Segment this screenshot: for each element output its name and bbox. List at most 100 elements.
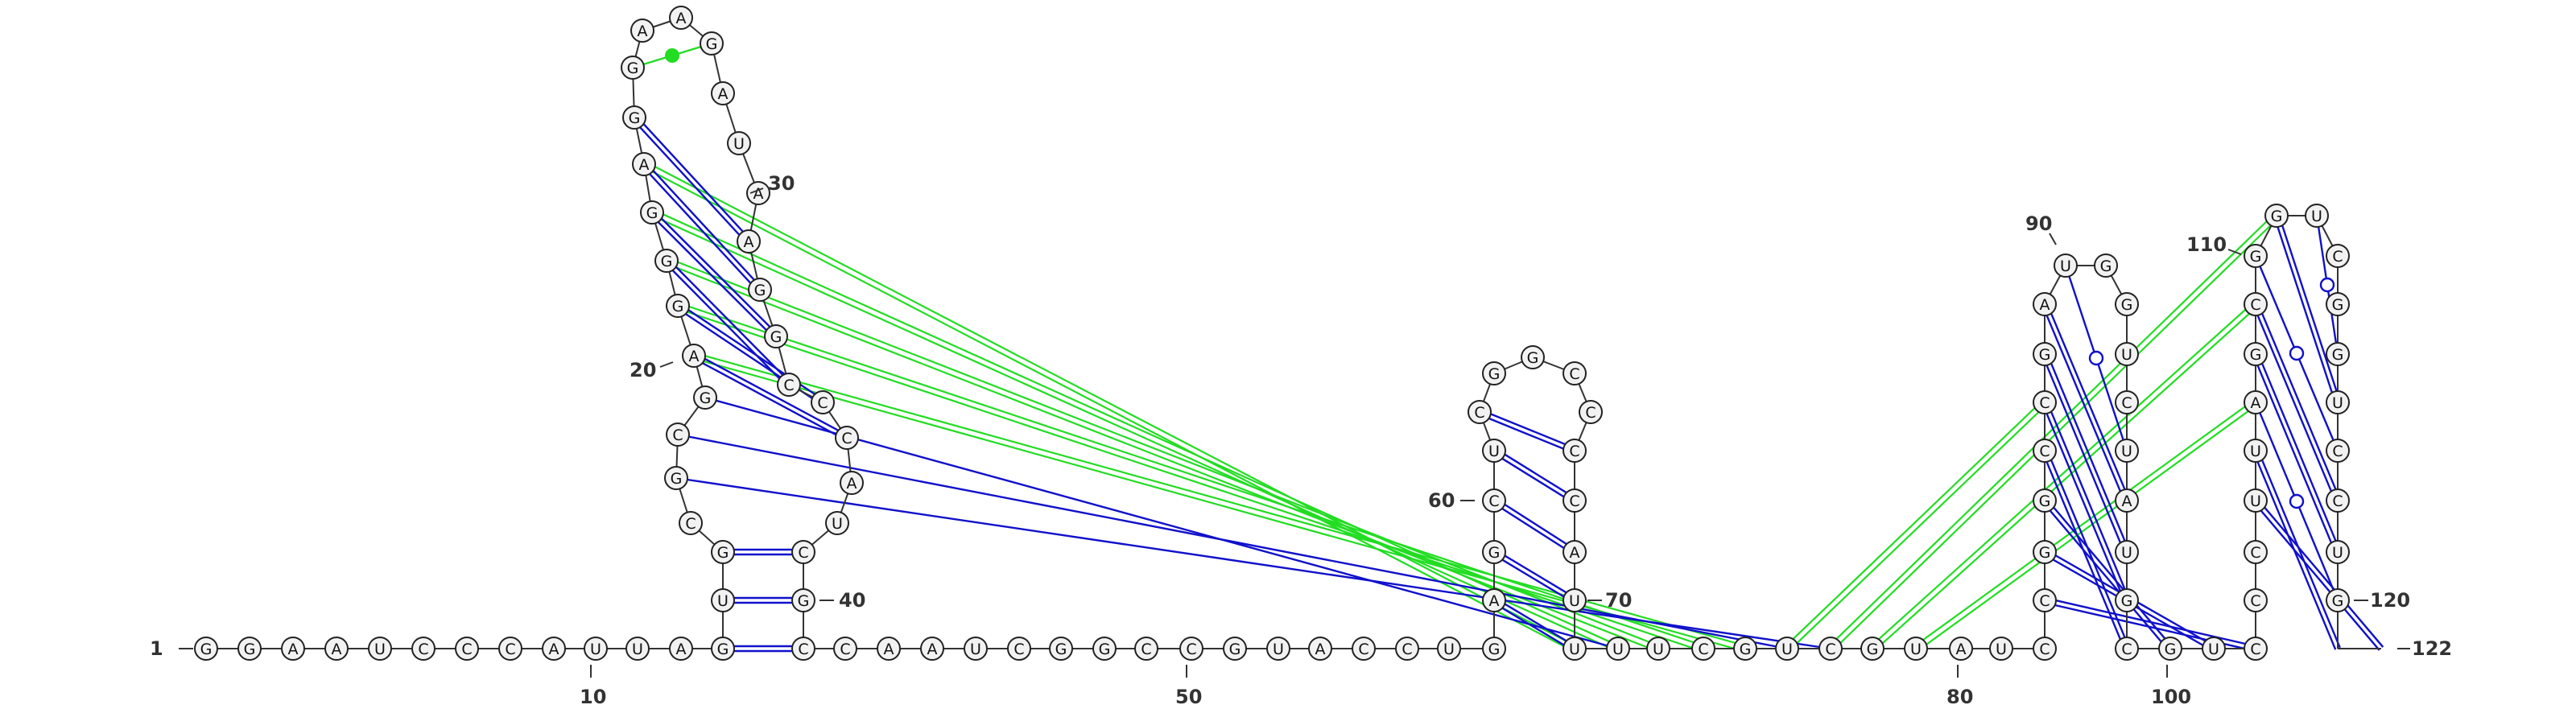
nucleotide-base: C (817, 394, 828, 412)
base-pairs (631, 115, 2384, 653)
nucleotide-base: C (840, 641, 850, 658)
label-120: 120 (2370, 589, 2410, 612)
nucleotide: U (2054, 253, 2078, 278)
nucleotide-circle (1134, 637, 1158, 661)
tertiary-interaction-line (1873, 305, 2259, 652)
nucleotide: C (1395, 637, 1419, 661)
nucleotide-base: G (1229, 641, 1241, 658)
nucleotide-circle (1691, 637, 1715, 661)
base-pair-line (664, 262, 788, 387)
tertiary-interaction-line (665, 262, 1658, 653)
nucleotide-base: G (770, 328, 782, 346)
nucleotide-base: U (2250, 493, 2261, 510)
nucleotide: A (1563, 540, 1587, 564)
nucleotides: G G A A U C C C A U U A G U G C G C G A G G G A G G A A G A U A A G G C C C A U… (194, 6, 2350, 661)
nucleotide-base: C (2332, 493, 2343, 510)
base-pair-line (2256, 498, 2384, 648)
nucleotide-base: G (661, 253, 673, 270)
nucleotide-base: C (1488, 493, 1499, 510)
nucleotide: G (764, 324, 788, 348)
nucleotide-circle (1733, 637, 1757, 661)
base-pair-line (1494, 497, 1577, 551)
nucleotide-base: C (1141, 641, 1151, 658)
nucleotide-base: C (798, 641, 808, 658)
nucleotide: A (737, 229, 761, 253)
nucleotide: A (281, 637, 305, 661)
base-pair-line (2046, 401, 2130, 600)
nucleotide-circle (1818, 637, 1843, 661)
nucleotide-base: C (418, 641, 428, 658)
nucleotide-circle (877, 637, 901, 661)
label-10: 10 (580, 686, 606, 708)
nucleotide: U (1904, 637, 1928, 661)
nucleotide-base: C (783, 377, 794, 394)
nucleotide-base: G (2271, 208, 2283, 225)
base-pair-line (2046, 303, 2130, 501)
base-pair-line (2252, 501, 2380, 651)
nucleotide-base: C (672, 427, 683, 444)
tertiary-interaction-line (642, 166, 1574, 653)
nucleotide-circle (281, 637, 305, 661)
tick-30 (749, 188, 764, 194)
nucleotide-circle (2115, 637, 2139, 661)
nucleotide-circle (711, 588, 735, 612)
nucleotide: A (2033, 292, 2057, 316)
nucleotide-circle (693, 385, 717, 410)
nucleotide: G (2033, 342, 2057, 366)
nucleotide-circle (791, 540, 815, 564)
tertiary-interaction-line (1784, 399, 2044, 648)
nucleotide: G (693, 385, 717, 410)
nucleotide: U (625, 637, 650, 661)
nucleotide-base: G (627, 60, 639, 77)
nucleotide-circle (1563, 637, 1587, 661)
base-pair-line (2041, 402, 2126, 602)
nucleotide-base: C (2250, 641, 2260, 658)
nucleotide-circle (2158, 637, 2182, 661)
nucleotide-base: G (2332, 346, 2344, 364)
wobble-pair-marker (2289, 493, 2305, 509)
nucleotide-base: G (717, 641, 729, 658)
nucleotide: A (2244, 390, 2268, 414)
nucleotide: U (711, 588, 735, 612)
label-122: 122 (2412, 637, 2452, 660)
nucleotide-circle (2305, 204, 2329, 228)
nucleotide-circle (700, 31, 724, 56)
nucleotide: U (1563, 637, 1587, 661)
nucleotide: G (2094, 253, 2118, 278)
nucleotide: C (2244, 637, 2268, 661)
nucleotide: C (1818, 637, 1843, 661)
wobble-pair-marker (2289, 345, 2305, 361)
nucleotide-circle (764, 324, 788, 348)
nucleotide-base: G (200, 641, 213, 658)
nucleotide-circle (324, 637, 349, 661)
nucleotide-circle (2115, 390, 2139, 414)
nucleotide-base: U (1443, 641, 1455, 658)
nucleotide: U (368, 637, 392, 661)
nucleotide-circle (411, 637, 436, 661)
nucleotide-base: C (505, 641, 515, 658)
nucleotide: C (1179, 637, 1203, 661)
nucleotide-circle (2115, 540, 2139, 564)
nucleotide: U (1646, 637, 1670, 661)
nucleotide: C (411, 637, 436, 661)
base-pair-line (667, 258, 791, 384)
nucleotide-base: C (461, 641, 472, 658)
nucleotide-base: U (2332, 544, 2343, 562)
nucleotide-circle (1482, 637, 1506, 661)
nucleotide: A (1308, 637, 1332, 661)
wobble-pair-marker (2088, 350, 2104, 366)
nucleotide-circle (1563, 540, 1587, 564)
nucleotide-circle (1437, 637, 1461, 661)
nucleotide-base: C (2039, 443, 2050, 460)
nucleotide-circle (1395, 637, 1419, 661)
nucleotide-base: C (2332, 443, 2343, 460)
nucleotide: C (1563, 361, 1587, 385)
nucleotide-base: U (1996, 641, 2007, 658)
nucleotide: A (669, 637, 693, 661)
base-pair-line (694, 352, 848, 437)
base-pair-line (2046, 449, 2130, 649)
tertiary-interaction-line (1869, 301, 2255, 648)
nucleotide-base: G (1740, 641, 1752, 658)
nucleotide-base: C (1474, 404, 1484, 422)
nucleotide-circle (1223, 637, 1247, 661)
